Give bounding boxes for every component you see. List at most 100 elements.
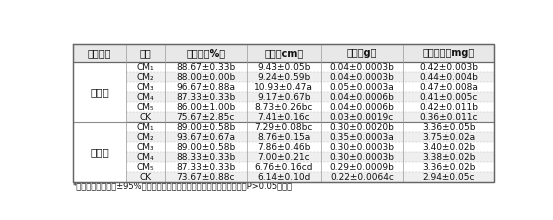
Bar	[247, 172, 321, 182]
Text: 0.42±0.011b: 0.42±0.011b	[419, 103, 478, 112]
Text: 0.30±0.0003b: 0.30±0.0003b	[330, 153, 394, 162]
Bar	[247, 112, 321, 122]
Text: 7.29±0.08bc: 7.29±0.08bc	[255, 123, 313, 132]
Bar	[321, 44, 403, 62]
Bar	[247, 102, 321, 112]
Text: 高羊茅: 高羊茅	[90, 87, 109, 97]
Bar	[403, 132, 494, 142]
Bar	[247, 132, 321, 142]
Text: 3.38±0.02b: 3.38±0.02b	[422, 153, 475, 162]
Bar	[165, 162, 247, 172]
Bar	[321, 172, 403, 182]
Text: 0.35±0.0003a: 0.35±0.0003a	[330, 133, 394, 142]
Text: 0.47±0.008a: 0.47±0.008a	[419, 83, 478, 92]
Bar	[127, 92, 165, 102]
Text: *表中数据以平均值±95%置信区间表示；同列中字母相同者差异不显著（P>0.05）下同: *表中数据以平均值±95%置信区间表示；同列中字母相同者差异不显著（P>0.05…	[72, 182, 293, 191]
Text: 0.04±0.0006b: 0.04±0.0006b	[330, 103, 394, 112]
Bar	[165, 82, 247, 92]
Text: 7.41±0.16c: 7.41±0.16c	[258, 113, 310, 122]
Text: CM₂: CM₂	[137, 73, 154, 82]
Bar	[127, 62, 165, 72]
Text: 8.73±0.26bc: 8.73±0.26bc	[255, 103, 313, 112]
Bar	[403, 102, 494, 112]
Text: 0.04±0.0003b: 0.04±0.0003b	[330, 73, 394, 82]
Bar	[165, 44, 247, 62]
Bar	[321, 72, 403, 82]
Text: 0.22±0.0064c: 0.22±0.0064c	[330, 173, 394, 182]
Bar	[321, 82, 403, 92]
Text: 73.67±0.88c: 73.67±0.88c	[176, 173, 235, 182]
Bar	[72, 82, 127, 92]
Text: 87.33±0.33b: 87.33±0.33b	[176, 163, 236, 172]
Text: 3.40±0.02b: 3.40±0.02b	[422, 143, 475, 152]
Bar	[321, 152, 403, 162]
Text: 0.36±0.011c: 0.36±0.011c	[419, 113, 478, 122]
Bar	[403, 82, 494, 92]
Text: 0.30±0.0003b: 0.30±0.0003b	[330, 143, 394, 152]
Text: CK: CK	[139, 113, 152, 122]
Bar	[72, 162, 127, 172]
Bar	[321, 92, 403, 102]
Bar	[165, 142, 247, 152]
Text: CK: CK	[139, 173, 152, 182]
Text: 处理: 处理	[140, 48, 152, 58]
Text: 86.00±1.00b: 86.00±1.00b	[176, 103, 236, 112]
Bar	[72, 112, 127, 122]
Text: 8.76±0.15a: 8.76±0.15a	[257, 133, 310, 142]
Text: CM₃: CM₃	[137, 143, 154, 152]
Text: 3.36±0.02b: 3.36±0.02b	[422, 163, 475, 172]
Text: 96.67±0.88a: 96.67±0.88a	[176, 83, 236, 92]
Bar	[72, 72, 127, 82]
Bar	[321, 162, 403, 172]
Bar	[165, 62, 247, 72]
Text: 0.44±0.004b: 0.44±0.004b	[419, 73, 478, 82]
Bar	[403, 62, 494, 72]
Bar	[127, 72, 165, 82]
Text: 6.76±0.16cd: 6.76±0.16cd	[254, 163, 313, 172]
Bar	[247, 152, 321, 162]
Bar	[127, 82, 165, 92]
Text: 89.00±0.58b: 89.00±0.58b	[176, 123, 236, 132]
Bar	[72, 92, 127, 102]
Text: 3.36±0.05b: 3.36±0.05b	[422, 123, 476, 132]
Text: 9.43±0.05b: 9.43±0.05b	[257, 63, 311, 72]
Bar	[247, 122, 321, 132]
Bar	[321, 142, 403, 152]
Text: CM₅: CM₅	[137, 103, 154, 112]
Bar	[247, 72, 321, 82]
Bar	[127, 44, 165, 62]
Bar	[72, 152, 127, 162]
Bar	[247, 82, 321, 92]
Bar	[247, 44, 321, 62]
Text: CM₁: CM₁	[137, 123, 154, 132]
Text: 10.93±0.47a: 10.93±0.47a	[254, 83, 314, 92]
Text: 88.00±0.00b: 88.00±0.00b	[176, 73, 236, 82]
Bar	[165, 172, 247, 182]
Text: CM₂: CM₂	[137, 133, 154, 142]
Text: 93.67±0.67a: 93.67±0.67a	[176, 133, 236, 142]
Bar	[321, 102, 403, 112]
Bar	[403, 162, 494, 172]
Bar	[165, 112, 247, 122]
Text: 88.67±0.33b: 88.67±0.33b	[176, 63, 236, 72]
Text: 7.00±0.21c: 7.00±0.21c	[258, 153, 310, 162]
Bar	[165, 152, 247, 162]
Text: 6.14±0.10d: 6.14±0.10d	[257, 173, 311, 182]
Bar	[72, 62, 127, 72]
Text: CM₁: CM₁	[137, 63, 154, 72]
Text: CM₄: CM₄	[137, 153, 154, 162]
Text: 0.04±0.0003b: 0.04±0.0003b	[330, 63, 394, 72]
Text: 草坪植物: 草坪植物	[88, 48, 111, 58]
Bar	[72, 142, 127, 152]
Text: CM₃: CM₃	[137, 83, 154, 92]
Bar	[127, 162, 165, 172]
Text: 75.67±2.85c: 75.67±2.85c	[176, 113, 235, 122]
Text: 3.75±0.02a: 3.75±0.02a	[422, 133, 475, 142]
Bar	[321, 122, 403, 132]
Text: CM₄: CM₄	[137, 93, 154, 102]
Text: 9.24±0.59b: 9.24±0.59b	[257, 73, 310, 82]
Text: 千重（g）: 千重（g）	[347, 48, 377, 58]
Bar	[247, 162, 321, 172]
Bar	[72, 62, 127, 122]
Bar	[403, 44, 494, 62]
